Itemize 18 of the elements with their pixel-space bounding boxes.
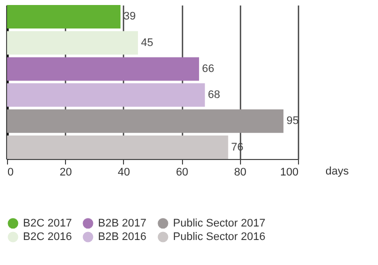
x-tick-label: 20: [60, 166, 72, 178]
x-tick-label: 80: [234, 166, 246, 178]
legend-label: B2B 2017: [98, 217, 146, 230]
data-label: 68: [208, 89, 220, 102]
data-label: 39: [123, 10, 136, 23]
legend-label: B2C 2016: [23, 231, 72, 243]
x-axis-title: days: [326, 166, 350, 178]
data-label: 95: [286, 115, 299, 128]
legend-label: B2C 2017: [23, 217, 72, 230]
data-label: 45: [140, 36, 154, 49]
legend-label: Public Sector 2016: [173, 231, 266, 243]
data-label: 66: [202, 62, 214, 75]
x-tick-label: 0: [8, 166, 14, 178]
x-tick-label: 40: [118, 166, 130, 178]
legend-label: B2B 2016: [98, 231, 146, 243]
x-tick-label: 100: [280, 166, 298, 178]
legend-label: Public Sector 2017: [173, 217, 266, 230]
x-tick-label: 60: [176, 166, 188, 178]
